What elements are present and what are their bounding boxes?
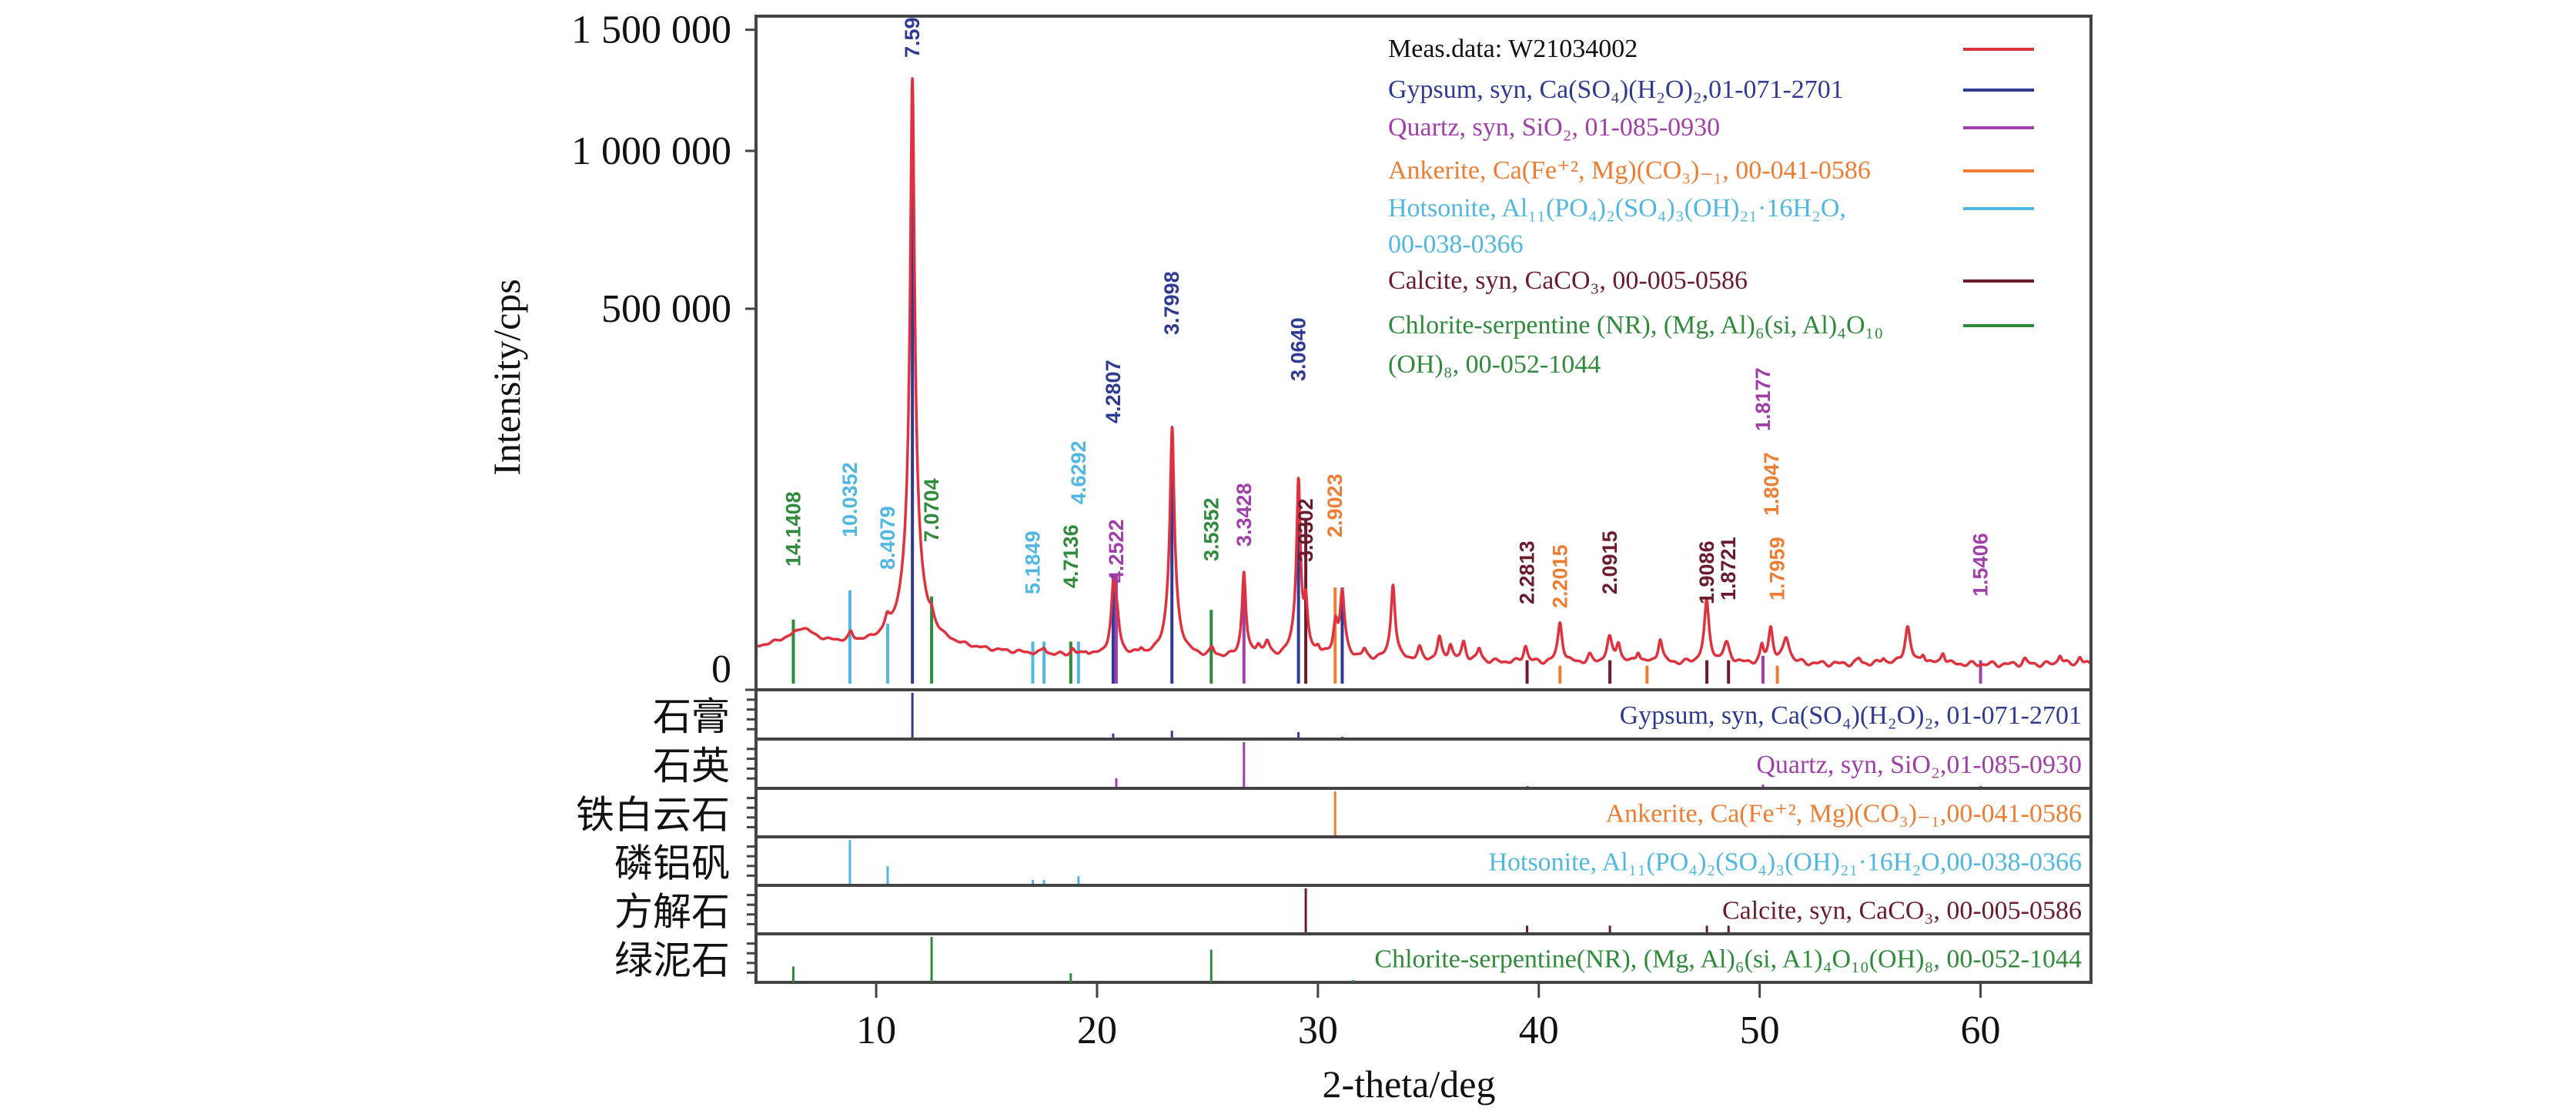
y-axis-label: Intensity/cps xyxy=(485,279,528,476)
main-plot-frame xyxy=(754,15,2093,691)
legend-text-quartz: Quartz, syn, SiO₂, 01-085-0930 xyxy=(1388,113,1720,142)
main-plot: 14.1408 10.0352 8.4079 7.599 7.0704 5.1849 4.7… xyxy=(756,5,2091,684)
panel-label: 磷铝矾 xyxy=(614,842,730,885)
peak-label: 2.2015 xyxy=(1548,544,1571,608)
legend-text-chlorite: Chlorite-serpentine (NR), (Mg, Al)₆(si, … xyxy=(1388,311,1883,340)
peak-label: 10.0352 xyxy=(838,462,861,537)
peak-label: 5.1849 xyxy=(1021,530,1044,594)
axes: 0 500 000 1 000 000 1 500 000 10 20 30 40 50 60 xyxy=(571,8,2093,1052)
peak-label: 4.2522 xyxy=(1105,519,1128,583)
peak-label: 1.8177 xyxy=(1751,367,1775,431)
panel-caption: Chlorite-serpentine(NR), (Mg, Al)₆(si, A… xyxy=(1374,945,2082,974)
peak-label: 3.3428 xyxy=(1233,483,1256,547)
x-tick-label: 30 xyxy=(1298,1009,1338,1052)
phase-panels: Gypsum, syn, Ca(SO₄)(H₂O)₂, 01-071-2701 石… xyxy=(576,688,2093,984)
x-tick-label: 60 xyxy=(1961,1009,2001,1052)
y-tick-label: 1 500 000 xyxy=(571,8,731,52)
phase-panel-gypsum: Gypsum, syn, Ca(SO₄)(H₂O)₂, 01-071-2701 石… xyxy=(653,688,2093,741)
y-tick-label: 500 000 xyxy=(601,287,731,331)
panel-label: 石膏 xyxy=(653,695,730,738)
peak-label: 3.0302 xyxy=(1294,498,1317,562)
peak-label: 7.599 xyxy=(901,5,924,58)
peak-label: 4.6292 xyxy=(1067,440,1090,504)
panel-label: 方解石 xyxy=(614,891,730,934)
panel-label: 石英 xyxy=(653,744,730,788)
x-axis-label: 2-theta/deg xyxy=(1323,1062,1496,1106)
panel-frame xyxy=(754,932,2093,984)
phase-panel-hotsonite: Hotsonite, Al₁₁(PO₄)₂(SO₄)₃(OH)₂₁·16H₂O,… xyxy=(614,835,2093,887)
phase-panel-chlorite: Chlorite-serpentine(NR), (Mg, Al)₆(si, A… xyxy=(614,932,2093,984)
peak-label: 8.4079 xyxy=(876,506,899,570)
panel-caption: Gypsum, syn, Ca(SO₄)(H₂O)₂, 01-071-2701 xyxy=(1620,701,2082,730)
y-tick-label: 0 xyxy=(711,647,731,691)
panel-caption: Hotsonite, Al₁₁(PO₄)₂(SO₄)₃(OH)₂₁·16H₂O,… xyxy=(1488,848,2082,877)
legend-text-calcite: Calcite, syn, CaCO₃, 00-005-0586 xyxy=(1388,266,1748,295)
peak-label: 1.5406 xyxy=(1969,533,1992,597)
peak-label: 7.0704 xyxy=(920,478,943,542)
legend-text-hotsonite-cont: 00-038-0366 xyxy=(1388,230,1524,259)
legend-text-chlorite-cont: (OH)₈, 00-052-1044 xyxy=(1388,350,1601,379)
peak-label: 4.2807 xyxy=(1102,360,1125,423)
legend-text-hotsonite: Hotsonite, Al₁₁(PO₄)₂(SO₄)₃(OH)₂₁·16H₂O, xyxy=(1388,194,1846,222)
peak-label: 2.2813 xyxy=(1516,540,1539,604)
phase-panel-ankerite: Ankerite, Ca(Fe⁺², Mg)(CO₃)₋₁,00-041-058… xyxy=(576,787,2093,838)
panel-caption: Quartz, syn, SiO₂,01-085-0930 xyxy=(1756,751,2082,779)
legend-text-ankerite: Ankerite, Ca(Fe⁺², Mg)(CO₃)₋₁, 00-041-05… xyxy=(1388,156,1871,185)
peak-label: 1.9086 xyxy=(1695,540,1718,604)
panel-label: 绿泥石 xyxy=(614,939,730,982)
panel-caption: Ankerite, Ca(Fe⁺², Mg)(CO₃)₋₁,00-041-058… xyxy=(1606,800,2082,828)
x-tick-label: 50 xyxy=(1740,1009,1780,1052)
phase-panel-quartz: Quartz, syn, SiO₂,01-085-0930 石英 xyxy=(653,738,2093,790)
legend-text-gypsum: Gypsum, syn, Ca(SO₄)(H₂O)₂,01-071-2701 xyxy=(1388,75,1844,104)
panel-label: 铁白云石 xyxy=(576,794,730,837)
phase-panel-calcite: Calcite, syn, CaCO₃, 00-005-0586 方解石 xyxy=(614,884,2093,935)
peak-label: 4.7136 xyxy=(1059,524,1082,588)
measured-pattern-line xyxy=(756,77,2091,668)
panel-caption: Calcite, syn, CaCO₃, 00-005-0586 xyxy=(1722,897,2082,925)
peak-label: 2.0915 xyxy=(1598,530,1621,594)
legend-text-measured: Meas.data: W21034002 xyxy=(1388,35,1638,63)
x-tick-label: 20 xyxy=(1077,1009,1117,1052)
x-tick-label: 10 xyxy=(856,1009,896,1052)
plot-area: 14.1408 10.0352 8.4079 7.599 7.0704 5.1849 4.7… xyxy=(756,5,2091,684)
peak-label: 1.8721 xyxy=(1717,537,1740,600)
x-tick-label: 40 xyxy=(1519,1009,1559,1052)
y-tick-label: 1 000 000 xyxy=(571,129,731,173)
peak-label: 3.5352 xyxy=(1199,497,1223,561)
peak-label: 14.1408 xyxy=(781,491,805,567)
peak-label: 1.8047 xyxy=(1760,452,1783,516)
peak-label: 3.7998 xyxy=(1160,271,1183,335)
peak-label: 2.9023 xyxy=(1323,473,1347,537)
peak-label: 1.7959 xyxy=(1766,537,1789,600)
peak-label: 3.0640 xyxy=(1287,317,1310,381)
